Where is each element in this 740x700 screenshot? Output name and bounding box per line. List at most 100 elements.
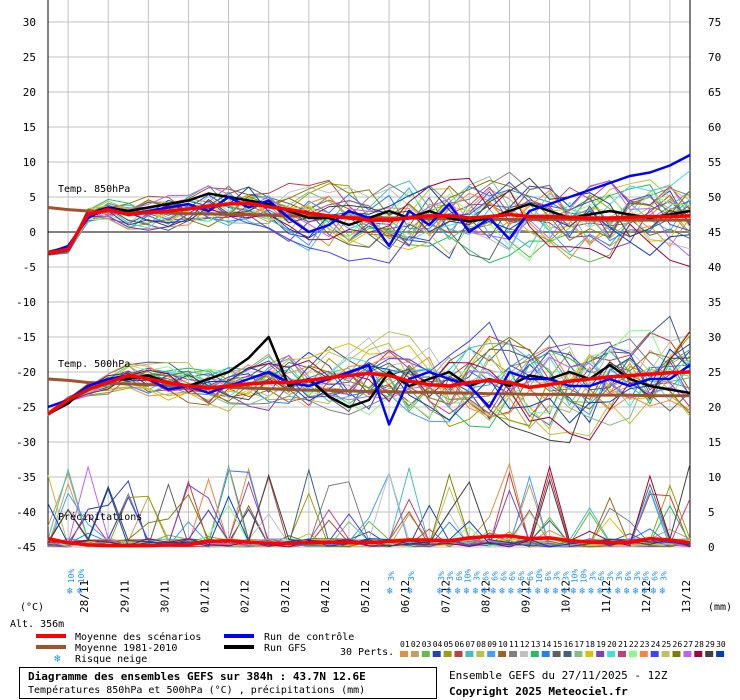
x-date-label: 03/12 — [279, 580, 292, 613]
pert-color-swatch — [596, 651, 605, 657]
left-tick-label: 25 — [23, 51, 36, 64]
left-tick-label: -15 — [16, 331, 36, 344]
pert-id: 11 — [509, 640, 519, 649]
pert-color-swatch — [400, 651, 408, 657]
left-tick-label: 30 — [23, 16, 36, 29]
left-tick-label: 10 — [23, 156, 36, 169]
snow-risk-percent: 10% — [67, 569, 76, 584]
snow-risk-percent: 3% — [387, 571, 396, 581]
pert-color-swatch — [443, 651, 452, 657]
pert-id: 25 — [662, 640, 672, 649]
snow-risk-percent: 3% — [562, 571, 571, 581]
pert-id: 13 — [531, 640, 541, 649]
snow-risk-percent: 10% — [535, 569, 544, 584]
snowflake-icon: ❄ — [508, 586, 515, 597]
pert-t500-line — [47, 329, 691, 419]
snow-risk-percent: 6% — [455, 571, 464, 581]
t850-label: Temp. 850hPa — [58, 184, 130, 195]
pert-id: 07 — [465, 640, 475, 649]
pert-color-swatch — [410, 651, 419, 657]
snow-risk-percent: 3% — [407, 571, 416, 581]
right-tick-label: 15 — [708, 436, 721, 449]
x-date-label: 02/12 — [239, 580, 252, 613]
snowflake-icon: ❄ — [499, 586, 506, 597]
pert-t850-line — [47, 186, 691, 261]
pert-color-swatch — [498, 651, 507, 657]
pert-t500-line — [47, 333, 691, 417]
snowflake-icon: ❄ — [517, 586, 524, 597]
pert-color-swatch — [716, 651, 725, 657]
snow-risk-percent: 10% — [571, 569, 580, 584]
snow-risk-percent: 3% — [633, 571, 642, 581]
snowflake-icon: ❄ — [67, 586, 74, 597]
snow-risk-percent: 6% — [544, 571, 553, 581]
right-tick-label: 60 — [708, 121, 721, 134]
legend: Moyenne des scénarios Moyenne 1981-2010 … — [36, 631, 726, 665]
pert-id: 30 — [716, 640, 726, 649]
copyright: Copyright 2025 Meteociel.fr — [449, 685, 628, 698]
pert-color-swatch — [432, 651, 441, 657]
left-tick-label: -45 — [16, 541, 36, 554]
pert-id: 23 — [640, 640, 650, 649]
pert-id: 08 — [476, 640, 486, 649]
x-date-label: 07/12 — [439, 580, 452, 613]
series-t500-line — [47, 377, 690, 398]
pert-color-swatch — [585, 651, 594, 657]
pert-id: 19 — [596, 640, 606, 649]
snow-risk-percent: 6% — [642, 571, 651, 581]
x-date-label: 13/12 — [680, 580, 693, 613]
pert-color-swatch — [694, 651, 703, 657]
snowflake-icon: ❄ — [570, 586, 577, 597]
pert-t850-line — [47, 179, 691, 256]
pert-t500-line — [47, 331, 691, 441]
pert-color-swatch — [618, 651, 626, 657]
snow-risk-percent: 6% — [499, 571, 508, 581]
left-unit-label: (°C) — [20, 602, 44, 613]
pert-color-swatch — [661, 651, 670, 657]
right-tick-label: 20 — [708, 401, 721, 414]
pert-id: 06 — [455, 640, 465, 649]
pert-color-swatch — [607, 651, 616, 657]
left-tick-label: -25 — [16, 401, 36, 414]
x-date-label: 06/12 — [399, 580, 412, 613]
snow-risk-percent: 3% — [553, 571, 562, 581]
legend-control: Run de contrôle — [264, 631, 354, 643]
pert-color-swatch — [650, 651, 659, 657]
altitude-label: Alt. 356m — [10, 619, 64, 630]
x-date-label: 11/12 — [600, 580, 613, 613]
pert-id: 29 — [705, 640, 715, 649]
legend-perts: 30 Perts. — [340, 647, 394, 658]
right-tick-label: 65 — [708, 86, 721, 99]
snowflake-icon: ❄ — [490, 586, 497, 597]
right-tick-label: 10 — [708, 471, 721, 484]
pert-color-swatch — [509, 651, 517, 657]
pert-id: 27 — [683, 640, 693, 649]
snow-risk-percent: 6% — [508, 571, 517, 581]
snowflake-icon: ❄ — [624, 586, 631, 597]
snowflake-icon: ❄ — [387, 586, 394, 597]
x-date-label: 29/11 — [118, 580, 131, 613]
grid — [47, 0, 691, 548]
pert-id: 21 — [618, 640, 628, 649]
x-date-label: 08/12 — [479, 580, 492, 613]
snowflake-icon: ❄ — [562, 586, 569, 597]
x-date-label: 28/11 — [78, 580, 91, 613]
snow-risk-percent: 6% — [517, 571, 526, 581]
snow-risk-percent: 6% — [526, 571, 535, 581]
pert-t500-line — [47, 330, 691, 431]
snow-risk-percent: 3% — [446, 571, 455, 581]
chart-title: Diagramme des ensembles GEFS sur 384h : … — [28, 670, 366, 683]
snowflake-icon: ❄ — [535, 586, 542, 597]
pert-id: 03 — [422, 640, 432, 649]
pert-id: 02 — [411, 640, 421, 649]
snowflake-icon: ❄ — [553, 586, 560, 597]
left-tick-label: -30 — [16, 436, 36, 449]
pert-id: 20 — [607, 640, 617, 649]
snowflake-icon: ❄ — [526, 586, 533, 597]
right-tick-label: 30 — [708, 331, 721, 344]
snow-risk-percent: 6% — [624, 571, 633, 581]
snowflake-icon: ❄ — [659, 586, 666, 597]
x-date-label: 05/12 — [359, 580, 372, 613]
snowflake-icon: ❄ — [588, 586, 595, 597]
pert-color-swatch — [552, 651, 561, 657]
